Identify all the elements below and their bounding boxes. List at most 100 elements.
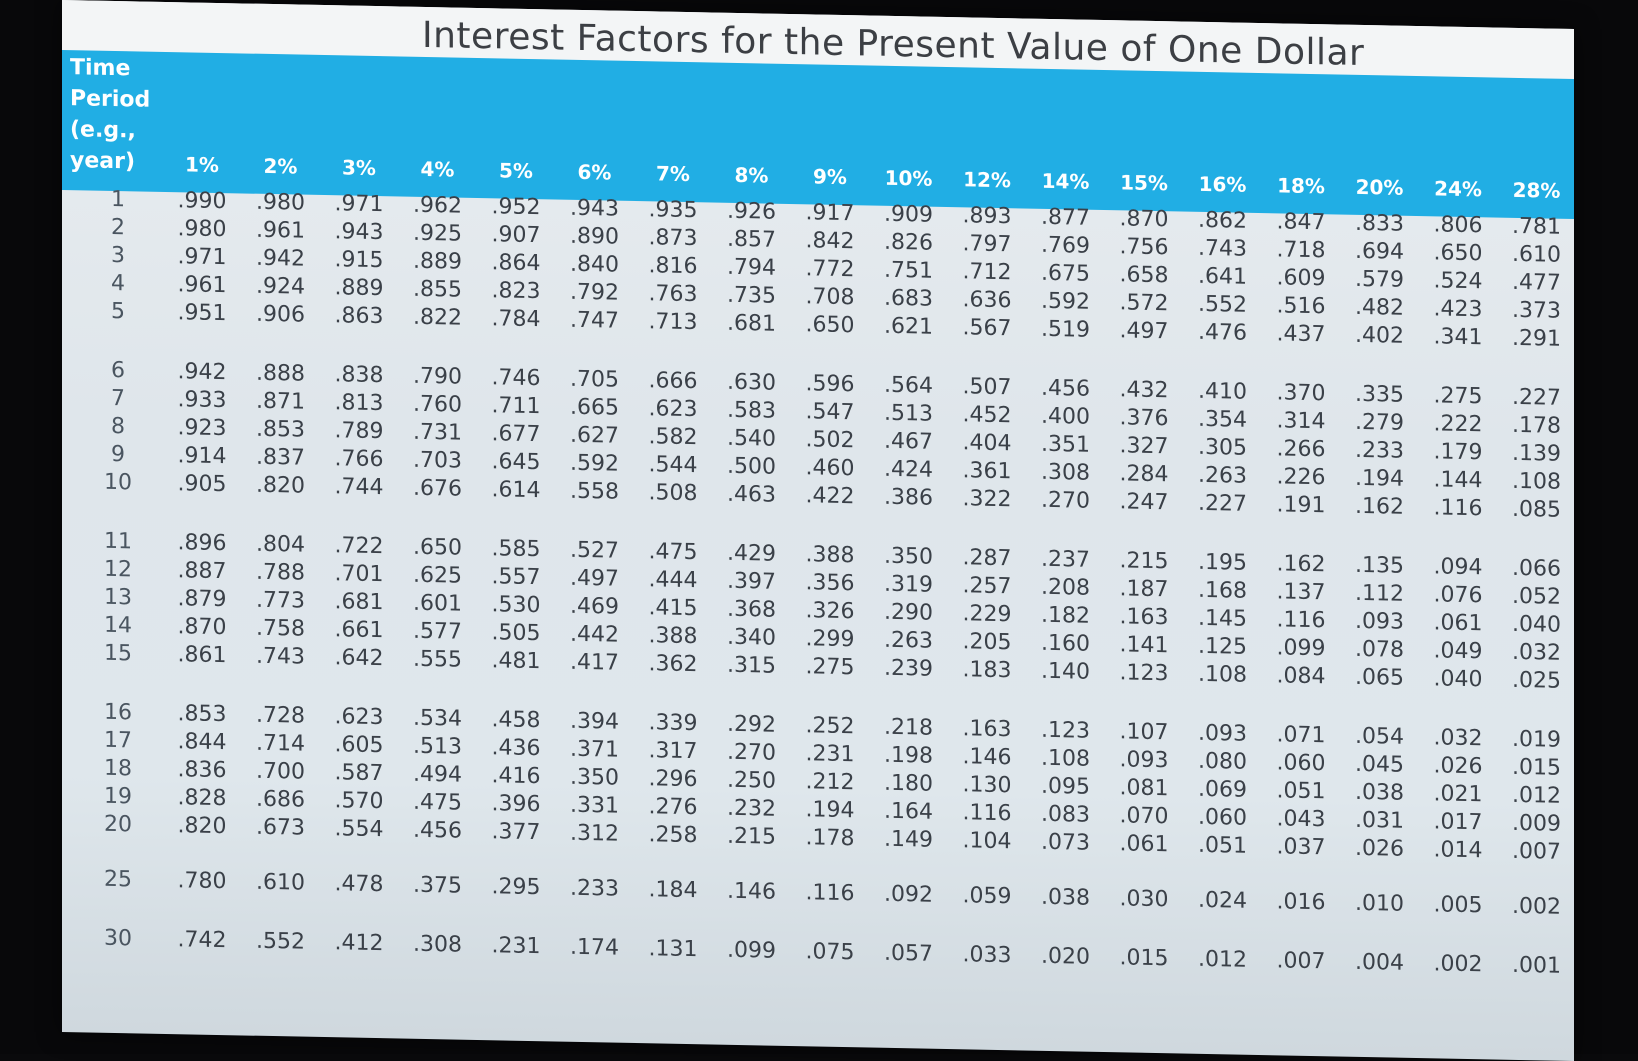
factor-cell: .362: [648, 651, 698, 678]
factor-cell: .513: [884, 400, 933, 427]
factor-cell: .645: [491, 449, 541, 476]
period-number: 10: [104, 469, 132, 496]
factor-cell: .004: [1355, 949, 1404, 976]
factor-cell: .933: [177, 387, 227, 414]
period-number: 1: [111, 186, 125, 213]
factor-cell: .060: [1198, 804, 1247, 831]
rate-column-header: 12%: [963, 167, 1011, 193]
factor-cell: .797: [962, 231, 1012, 258]
factor-cell: .429: [727, 540, 776, 567]
factor-cell: .547: [805, 399, 855, 426]
factor-cell: .769: [1041, 232, 1090, 259]
factor-cell: .054: [1355, 723, 1404, 750]
factor-cell: .375: [413, 872, 462, 899]
factor-cell: .555: [413, 646, 462, 673]
factor-cell: .731: [413, 419, 462, 446]
factor-cell: .823: [491, 278, 541, 305]
factor-cell: .368: [727, 596, 776, 623]
factor-cell: .308: [1041, 459, 1090, 486]
factor-cell: .587: [334, 760, 384, 787]
factor-cell: .833: [1355, 210, 1404, 237]
factor-cell: .404: [962, 430, 1012, 457]
factor-cell: .231: [805, 741, 855, 768]
factor-cell: .163: [1119, 604, 1169, 631]
factor-cell: .826: [884, 229, 933, 256]
factor-cell: .853: [256, 416, 305, 443]
period-number: 6: [111, 357, 125, 384]
factor-cell: .250: [727, 767, 776, 794]
factor-cell: .010: [1355, 890, 1404, 917]
factor-cell: .681: [727, 310, 776, 337]
rate-column-header: 15%: [1120, 170, 1168, 196]
factor-cell: .295: [491, 874, 541, 901]
factor-cell: .742: [177, 927, 227, 954]
factor-cell: .279: [1355, 409, 1404, 436]
factor-cell: .896: [177, 530, 227, 557]
factor-cell: .275: [805, 654, 855, 681]
factor-cell: .497: [1119, 318, 1169, 345]
rate-column-header: 5%: [499, 158, 533, 184]
factor-cell: .099: [1276, 635, 1326, 662]
factor-cell: .125: [1198, 633, 1247, 660]
table-sheet: Interest Factors for the Present Value o…: [62, 0, 1574, 1061]
factor-cell: .813: [334, 390, 384, 417]
factor-cell: .215: [727, 823, 776, 850]
factor-cell: .893: [962, 203, 1012, 230]
factor-cell: .519: [1041, 316, 1090, 343]
factor-cell: .149: [884, 826, 933, 853]
factor-cell: .879: [177, 586, 227, 613]
factor-cell: .247: [1119, 489, 1169, 516]
factor-cell: .905: [177, 471, 227, 498]
factor-cell: .019: [1512, 726, 1561, 753]
period-number: 4: [111, 270, 125, 297]
factor-cell: .516: [1276, 293, 1326, 320]
factor-cell: .049: [1433, 638, 1483, 665]
factor-cell: .322: [962, 486, 1012, 513]
factor-cell: .864: [491, 250, 541, 277]
factor-cell: .263: [884, 627, 933, 654]
factor-cell: .718: [1276, 237, 1326, 264]
factor-cell: .926: [727, 198, 776, 225]
factor-cell: .675: [1041, 260, 1090, 287]
factor-cell: .766: [334, 446, 384, 473]
factor-cell: .233: [1355, 437, 1404, 464]
factor-cell: .394: [570, 708, 619, 735]
factor-cell: .614: [491, 477, 541, 504]
factor-cell: .478: [334, 871, 384, 898]
factor-cell: .015: [1512, 754, 1561, 781]
factor-cell: .361: [962, 458, 1012, 485]
factor-cell: .820: [177, 813, 227, 840]
factor-cell: .476: [1198, 319, 1247, 346]
factor-cell: .292: [727, 711, 776, 738]
factor-cell: .694: [1355, 238, 1404, 265]
factor-cell: .558: [570, 478, 619, 505]
factor-cell: .069: [1198, 776, 1247, 803]
factor-cell: .032: [1433, 725, 1483, 752]
factor-cell: .164: [884, 798, 933, 825]
factor-cell: .705: [570, 366, 619, 393]
factor-cell: .890: [570, 223, 619, 250]
factor-cell: .376: [1119, 405, 1169, 432]
factor-cell: .341: [1433, 324, 1483, 351]
factor-cell: .943: [334, 219, 384, 246]
factor-cell: .137: [1276, 579, 1326, 606]
factor-cell: .237: [1041, 546, 1090, 573]
factor-cell: .508: [648, 480, 698, 507]
factor-cell: .075: [805, 939, 855, 966]
factor-cell: .017: [1433, 809, 1483, 836]
factor-cell: .386: [884, 484, 933, 511]
factor-cell: .863: [334, 303, 384, 330]
factor-cell: .700: [256, 758, 305, 785]
factor-cell: .038: [1355, 779, 1404, 806]
factor-cell: .168: [1198, 577, 1247, 604]
factor-cell: .031: [1355, 807, 1404, 834]
factor-cell: .650: [805, 312, 855, 339]
factor-cell: .781: [1512, 213, 1561, 240]
factor-cell: .962: [413, 192, 462, 219]
factor-cell: .862: [1198, 207, 1247, 234]
factor-cell: .780: [177, 868, 227, 895]
factor-cell: .402: [1355, 322, 1404, 349]
factor-cell: .676: [413, 475, 462, 502]
factor-cell: .350: [884, 543, 933, 570]
factor-cell: .370: [1276, 380, 1326, 407]
